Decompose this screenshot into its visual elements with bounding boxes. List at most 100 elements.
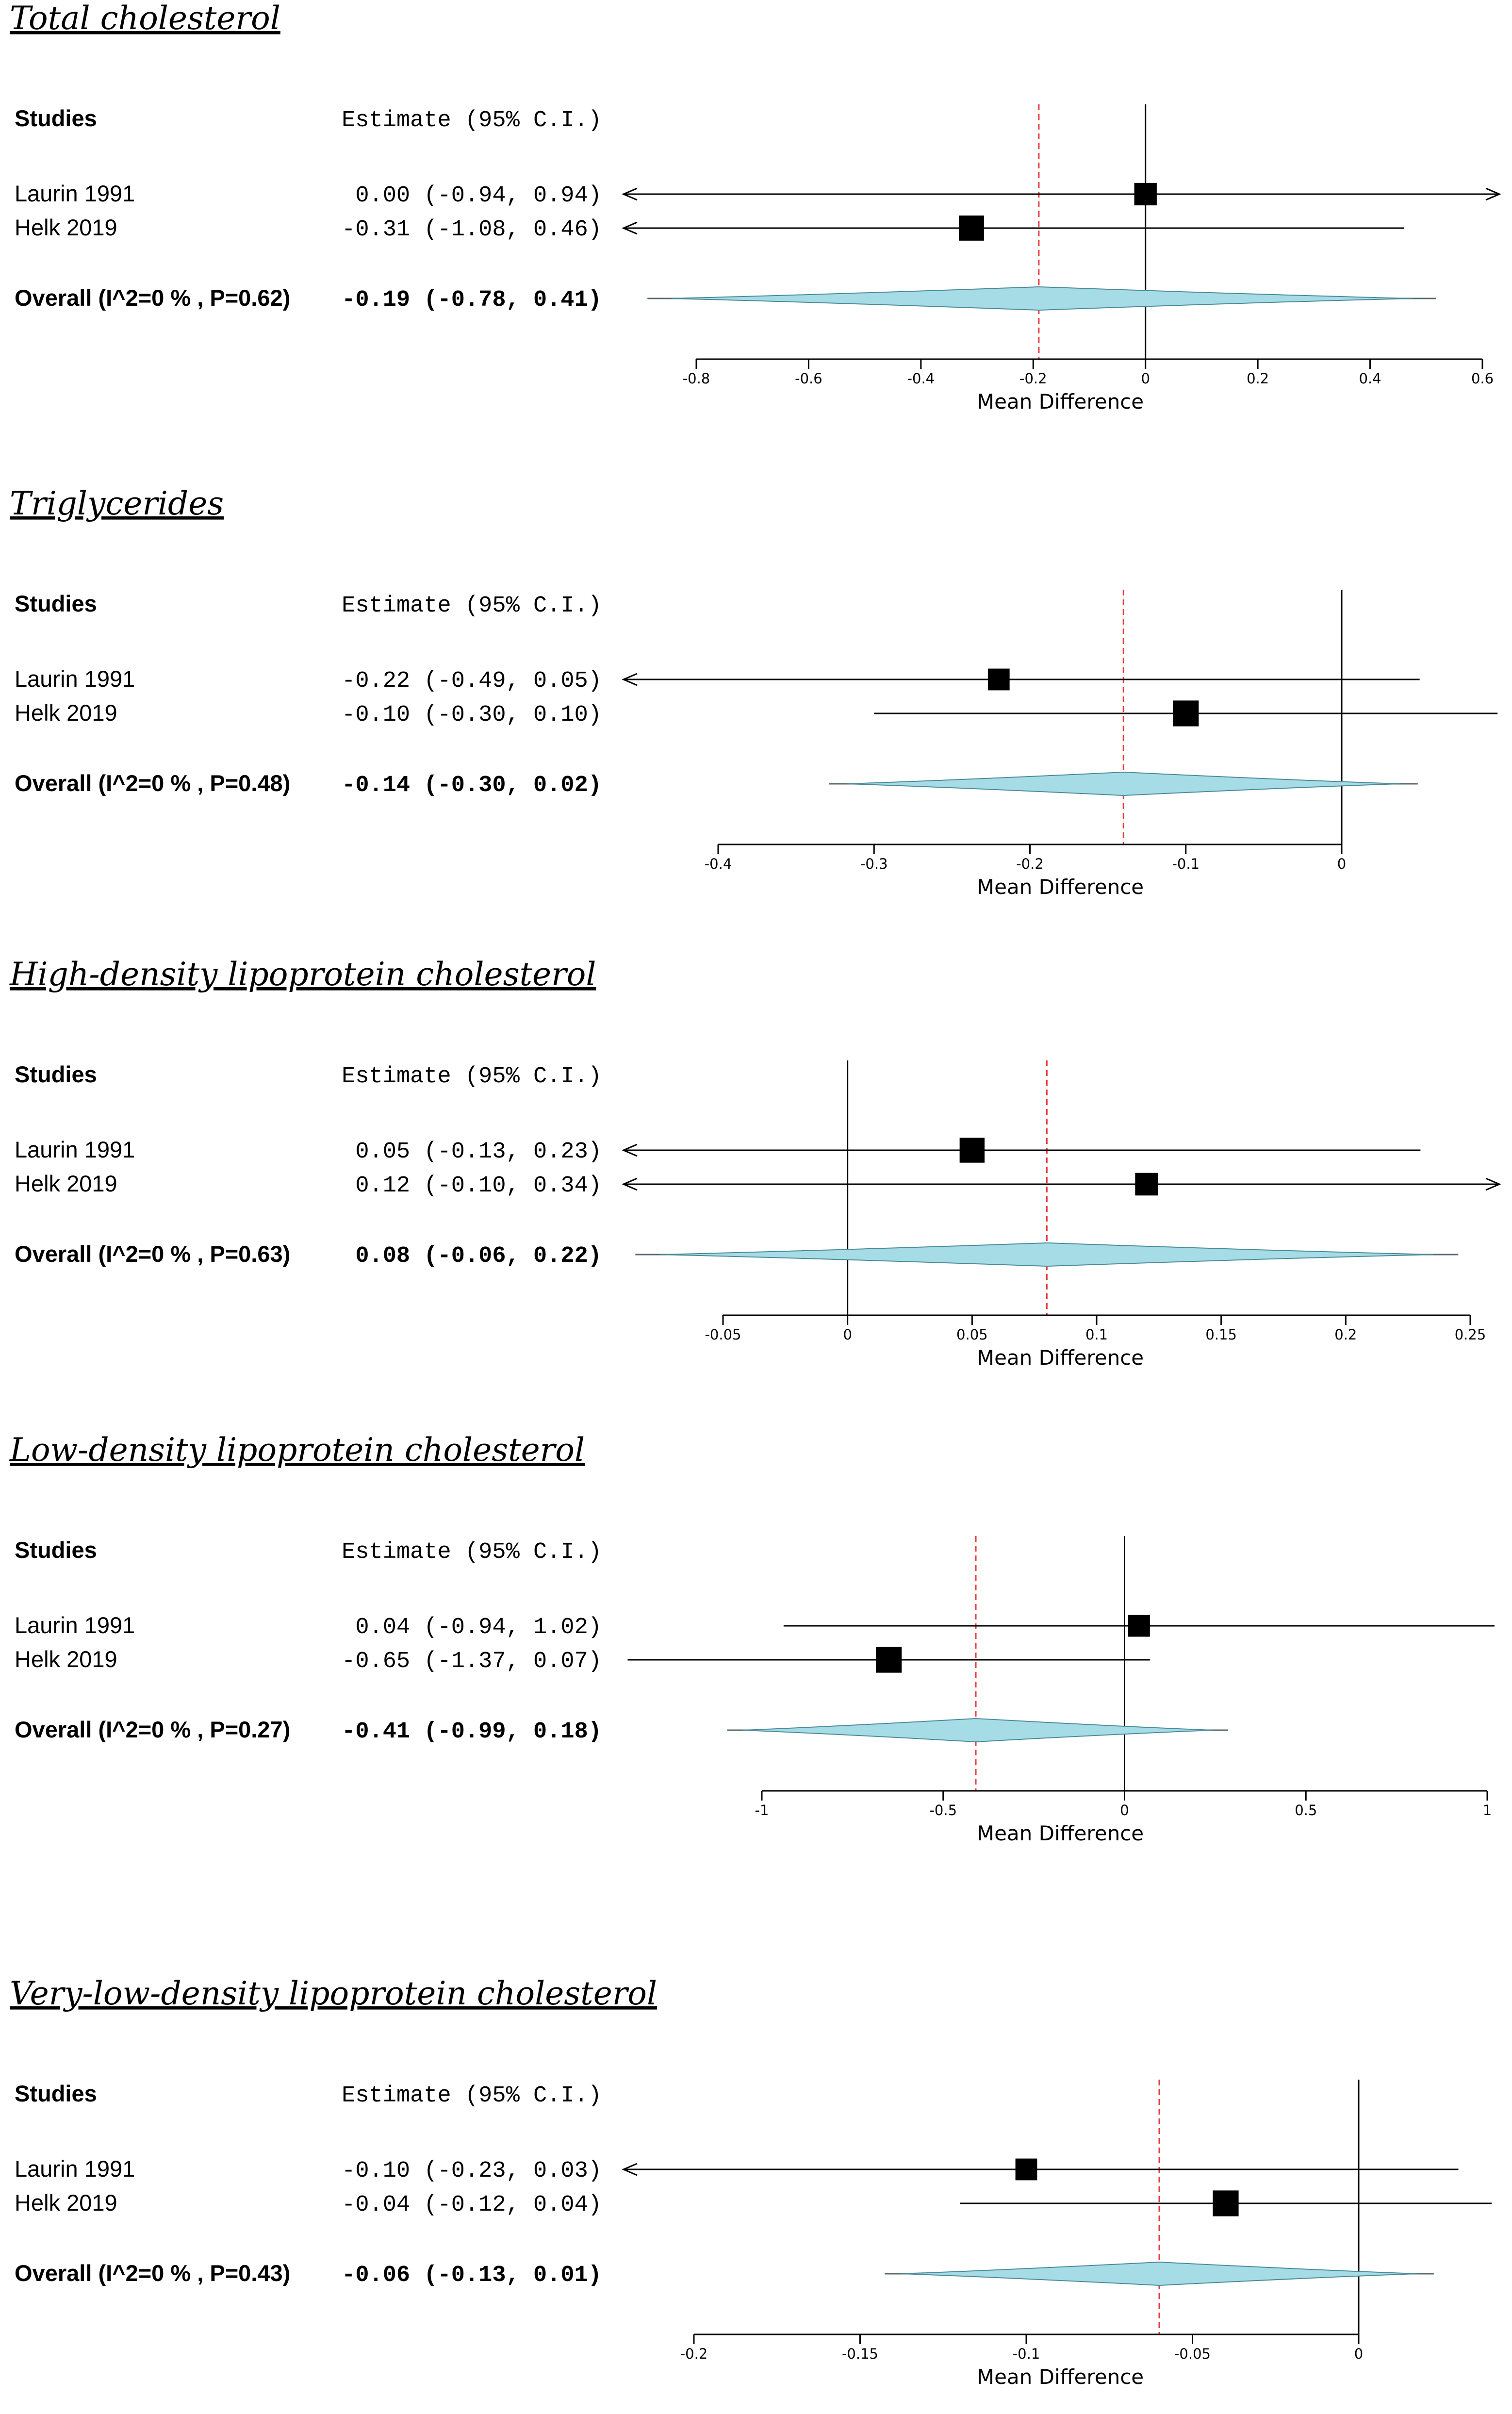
estimate-column-header: Estimate (95% C.I.) xyxy=(342,1539,602,1565)
x-tick-label: -0.1 xyxy=(1013,2346,1040,2362)
overall-estimate: -0.41 (-0.99, 0.18) xyxy=(342,1719,602,1745)
x-tick-label: 0.5 xyxy=(1295,1802,1317,1819)
study-effect-marker xyxy=(876,1647,902,1673)
ci-arrow-left xyxy=(622,1143,638,1157)
estimate-column-header: Estimate (95% C.I.) xyxy=(342,593,602,619)
study-estimate: 0.05 (-0.13, 0.23) xyxy=(342,1139,602,1165)
study-effect-marker xyxy=(959,1138,985,1163)
forest-panel-3: High-density lipoprotein cholesterol Stud… xyxy=(9,956,1501,1370)
x-tick-label: -0.8 xyxy=(683,370,710,387)
study-effect-marker xyxy=(987,668,1010,691)
x-axis-title: Mean Difference xyxy=(977,1346,1144,1370)
study-estimate: 0.12 (-0.10, 0.34) xyxy=(342,1173,602,1199)
x-tick-label: 0.25 xyxy=(1455,1326,1486,1343)
x-tick-label: -0.5 xyxy=(929,1802,957,1819)
study-estimate: -0.22 (-0.49, 0.05) xyxy=(342,668,602,694)
x-tick-label: -1 xyxy=(755,1802,769,1819)
x-axis-title: Mean Difference xyxy=(977,2365,1144,2389)
study-effect-marker xyxy=(1173,700,1199,727)
x-tick-label: -0.4 xyxy=(705,856,732,872)
ci-arrow-right xyxy=(1485,1177,1501,1191)
x-tick-label: 0 xyxy=(843,1326,852,1343)
forest-panel-5: Very-low-density lipoprotein cholesterol… xyxy=(10,1975,1492,2389)
x-tick-label: 0 xyxy=(1141,370,1150,387)
studies-column-header: Studies xyxy=(15,1537,97,1563)
forest-panel-1: Total cholesterol Studies Estimate (95% C.… xyxy=(10,0,1501,413)
overall-label: Overall (I^2=0 % , P=0.48) xyxy=(15,770,290,796)
study-name: Laurin 1991 xyxy=(15,181,135,206)
study-estimate: -0.10 (-0.23, 0.03) xyxy=(342,2158,602,2184)
overall-label: Overall (I^2=0 % , P=0.43) xyxy=(15,2260,290,2286)
panel-title: High-density lipoprotein cholesterol xyxy=(9,956,596,993)
x-tick-label: -0.2 xyxy=(1016,856,1044,872)
overall-estimate: -0.14 (-0.30, 0.02) xyxy=(342,773,602,798)
x-tick-label: 0.4 xyxy=(1359,370,1381,387)
panel-title: Triglycerides xyxy=(10,485,224,522)
studies-column-header: Studies xyxy=(15,1061,97,1087)
overall-label: Overall (I^2=0 % , P=0.62) xyxy=(15,285,290,311)
x-tick-label: 0.05 xyxy=(956,1326,988,1343)
ci-arrow-right xyxy=(1485,187,1501,201)
estimate-column-header: Estimate (95% C.I.) xyxy=(342,1064,602,1090)
study-name: Laurin 1991 xyxy=(15,1137,135,1162)
x-tick-label: -0.3 xyxy=(860,856,888,872)
study-estimate: -0.65 (-1.37, 0.07) xyxy=(342,1649,602,1674)
x-tick-label: 1 xyxy=(1483,1802,1492,1819)
study-name: Helk 2019 xyxy=(15,215,117,240)
study-effect-marker xyxy=(1213,2190,1239,2216)
overall-effect-diamond xyxy=(901,2261,1417,2286)
x-axis-title: Mean Difference xyxy=(977,875,1144,899)
overall-effect-diamond xyxy=(671,286,1412,311)
study-name: Helk 2019 xyxy=(15,1646,117,1672)
study-name: Helk 2019 xyxy=(15,700,117,726)
x-tick-label: -0.05 xyxy=(1174,2346,1211,2362)
x-tick-label: -0.2 xyxy=(680,2346,708,2362)
x-tick-label: 0.2 xyxy=(1247,370,1269,387)
forest-panel-2: Triglycerides Studies Estimate (95% C.I.) L… xyxy=(10,485,1498,899)
study-effect-marker xyxy=(959,215,984,241)
overall-estimate: -0.06 (-0.13, 0.01) xyxy=(342,2263,602,2288)
overall-label: Overall (I^2=0 % , P=0.27) xyxy=(15,1717,290,1742)
panel-title: Total cholesterol xyxy=(10,0,280,37)
ci-arrow-left xyxy=(622,187,638,201)
overall-effect-diamond xyxy=(847,771,1400,796)
study-estimate: 0.00 (-0.94, 0.94) xyxy=(342,183,602,209)
overall-estimate: 0.08 (-0.06, 0.22) xyxy=(342,1243,602,1269)
x-tick-label: -0.4 xyxy=(907,370,935,387)
panel-title: Low-density lipoprotein cholesterol xyxy=(9,1431,585,1469)
study-name: Laurin 1991 xyxy=(15,1612,135,1638)
study-name: Laurin 1991 xyxy=(15,2156,135,2182)
overall-label: Overall (I^2=0 % , P=0.63) xyxy=(15,1241,290,1267)
study-name: Helk 2019 xyxy=(15,2190,117,2216)
panel-title: Very-low-density lipoprotein cholesterol xyxy=(10,1975,657,2012)
x-axis-title: Mean Difference xyxy=(977,1821,1144,1845)
x-tick-label: 0.2 xyxy=(1334,1326,1357,1343)
study-estimate: -0.31 (-1.08, 0.46) xyxy=(342,217,602,243)
study-name: Laurin 1991 xyxy=(15,666,135,692)
x-tick-label: 0.6 xyxy=(1471,370,1494,387)
overall-estimate: -0.19 (-0.78, 0.41) xyxy=(342,287,602,313)
study-effect-marker xyxy=(1134,182,1157,206)
study-effect-marker xyxy=(1015,2158,1037,2181)
studies-column-header: Studies xyxy=(15,2081,97,2106)
study-effect-marker xyxy=(1135,1173,1158,1196)
overall-effect-diamond xyxy=(742,1718,1213,1743)
x-tick-label: 0.15 xyxy=(1205,1326,1237,1343)
studies-column-header: Studies xyxy=(15,591,97,616)
ci-arrow-left xyxy=(622,2163,638,2176)
overall-effect-diamond xyxy=(660,1242,1433,1267)
study-estimate: -0.04 (-0.12, 0.04) xyxy=(342,2192,602,2218)
x-tick-label: -0.6 xyxy=(795,370,822,387)
estimate-column-header: Estimate (95% C.I.) xyxy=(342,2083,602,2109)
ci-arrow-left xyxy=(622,221,638,235)
x-tick-label: -0.1 xyxy=(1172,856,1200,872)
forest-panel-4: Low-density lipoprotein cholesterol Studi… xyxy=(9,1431,1495,1845)
studies-column-header: Studies xyxy=(15,105,97,131)
x-tick-label: -0.05 xyxy=(705,1326,741,1343)
study-name: Helk 2019 xyxy=(15,1171,117,1196)
estimate-column-header: Estimate (95% C.I.) xyxy=(342,108,602,133)
x-tick-label: 0.1 xyxy=(1085,1326,1108,1343)
x-tick-label: -0.15 xyxy=(842,2346,878,2362)
x-tick-label: -0.2 xyxy=(1019,370,1047,387)
x-tick-label: 0 xyxy=(1120,1802,1129,1819)
